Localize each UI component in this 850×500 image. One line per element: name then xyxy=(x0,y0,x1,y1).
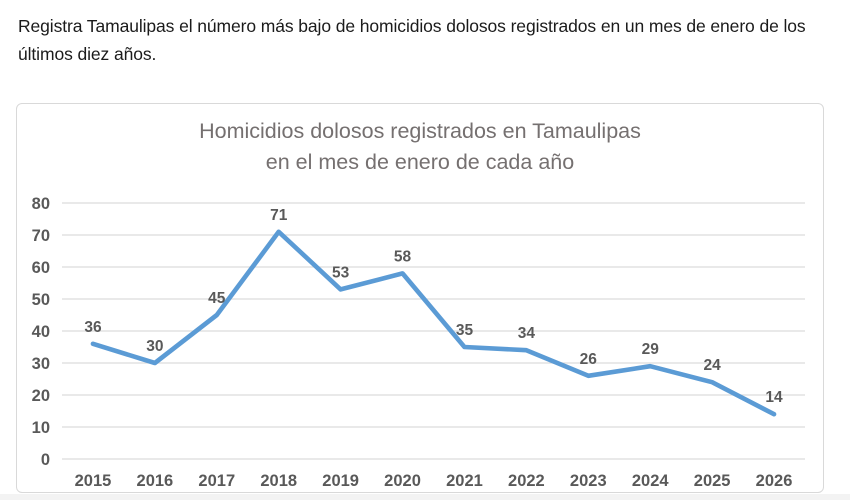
data-point-label: 35 xyxy=(456,322,474,339)
x-tick-label: 2024 xyxy=(632,472,670,490)
x-axis-labels: 2015 2016 2017 2018 2019 2020 2021 2022 2023 2024… xyxy=(75,472,793,490)
y-tick-label: 40 xyxy=(32,323,50,341)
chart-panel xyxy=(16,103,824,493)
data-point-label: 71 xyxy=(270,207,288,224)
page-bottom-edge xyxy=(0,494,850,500)
x-tick-label: 2017 xyxy=(198,472,235,490)
y-tick-label: 20 xyxy=(32,387,50,405)
x-tick-label: 2021 xyxy=(446,472,483,490)
data-labels: 36 30 45 71 53 58 35 34 26 29 24 14 xyxy=(84,207,783,406)
data-point-label: 45 xyxy=(208,290,226,307)
data-point-label: 36 xyxy=(84,319,102,336)
y-tick-label: 50 xyxy=(32,291,50,309)
data-point-label: 34 xyxy=(518,325,536,342)
chart-title-line1: Homicidios dolosos registrados en Tamaul… xyxy=(199,119,641,143)
x-tick-label: 2015 xyxy=(75,472,112,490)
y-tick-label: 60 xyxy=(32,259,50,277)
data-point-label: 24 xyxy=(704,357,722,374)
x-tick-label: 2025 xyxy=(694,472,731,490)
y-tick-label: 70 xyxy=(32,227,50,245)
chart-title: Homicidios dolosos registrados en Tamaul… xyxy=(16,116,824,178)
data-point-label: 29 xyxy=(642,341,660,358)
data-point-label: 26 xyxy=(580,351,598,368)
x-tick-label: 2020 xyxy=(384,472,421,490)
data-point-label: 58 xyxy=(394,248,412,265)
data-point-label: 14 xyxy=(765,389,783,406)
y-tick-label: 0 xyxy=(41,451,50,469)
gridlines xyxy=(62,202,805,460)
x-tick-label: 2016 xyxy=(137,472,174,490)
y-tick-label: 80 xyxy=(32,195,50,213)
x-tick-label: 2022 xyxy=(508,472,545,490)
x-tick-label: 2018 xyxy=(260,472,297,490)
data-point-label: 30 xyxy=(146,338,163,355)
x-tick-label: 2026 xyxy=(756,472,793,490)
x-tick-label: 2023 xyxy=(570,472,607,490)
line-series xyxy=(90,229,777,417)
series-line xyxy=(90,229,777,417)
intro-text: Registra Tamaulipas el número más bajo d… xyxy=(18,16,806,64)
y-axis-labels: 0 10 20 30 40 50 60 70 80 xyxy=(32,195,50,469)
y-tick-label: 10 xyxy=(32,419,50,437)
x-tick-label: 2019 xyxy=(322,472,359,490)
y-tick-label: 30 xyxy=(32,355,50,373)
chart-title-line2: en el mes de enero de cada año xyxy=(265,150,575,174)
data-point-label: 53 xyxy=(332,264,350,281)
